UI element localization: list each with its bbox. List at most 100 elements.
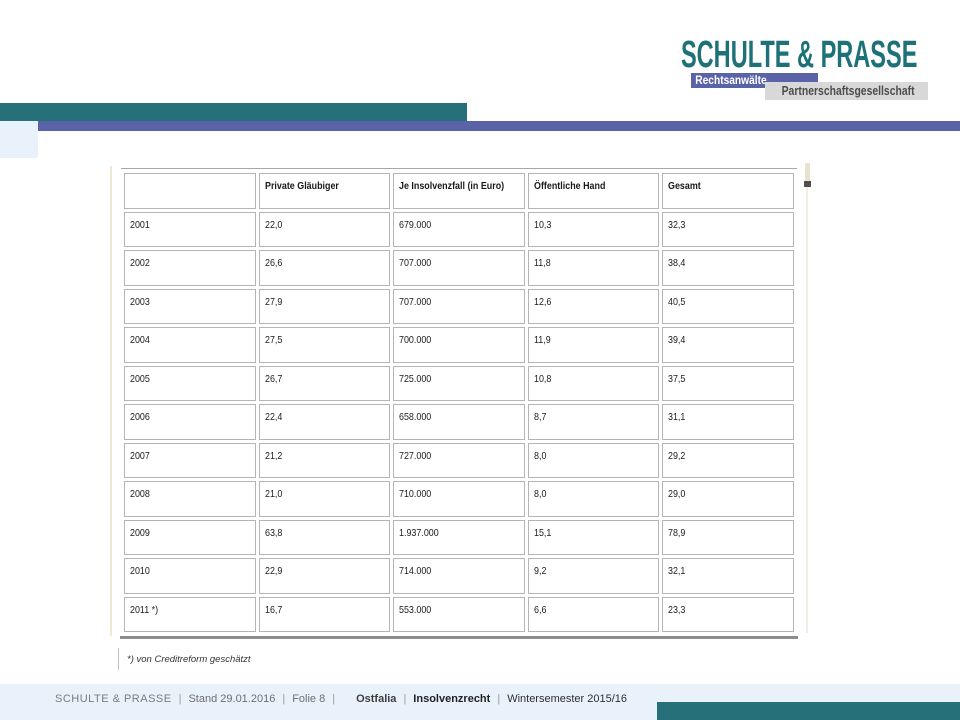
year-cell: 2008 <box>124 481 256 517</box>
logo-subtitle-partnerschaftsgesellschaft-label: Partnerschaftsgesellschaft <box>781 83 915 98</box>
value-cell: 8,0 <box>527 442 660 478</box>
year-cell: 2009 <box>124 519 256 555</box>
footer-separator: | <box>332 693 336 705</box>
value-cell: 727.000 <box>393 442 525 478</box>
footnote: *) von Creditreform geschätzt <box>127 654 251 665</box>
table-row: 2006 22,4 658.000 8,7 31,1 <box>124 404 794 440</box>
table-bottom-border <box>120 636 798 639</box>
scrollbar-track-faint <box>806 187 808 633</box>
scrollbar-track[interactable] <box>805 163 810 182</box>
footer-brand: SCHULTE & PRASSE <box>55 693 172 705</box>
table-row: 2002 26,6 707.000 11,8 38,4 <box>124 250 794 286</box>
insolvency-data-table: Private Gläubiger Je Insolvenzfall (in Eu… <box>121 170 797 635</box>
footer-organization: Ostfalia <box>356 693 397 705</box>
value-cell: 714.000 <box>393 558 525 594</box>
year-cell: 2006 <box>124 404 256 440</box>
value-cell: 10,8 <box>527 365 660 401</box>
value-cell: 22,4 <box>258 404 391 440</box>
footer-separator: | <box>497 693 501 705</box>
value-cell: 22,0 <box>258 211 391 247</box>
value-cell: 39,4 <box>662 327 794 363</box>
logo-subtitle-rechtsanwaelte-label: Rechtsanwälte <box>695 73 767 87</box>
table-row: 2008 21,0 710.000 8,0 29,0 <box>124 481 794 517</box>
table-row: 2003 27,9 707.000 12,6 40,5 <box>124 288 794 324</box>
value-cell: 31,1 <box>662 404 794 440</box>
value-cell: 23,3 <box>662 596 794 632</box>
year-cell: 2011 *) <box>124 596 256 632</box>
value-cell: 27,5 <box>258 327 391 363</box>
year-cell: 2004 <box>124 327 256 363</box>
purple-accent-bar <box>38 121 960 131</box>
footer-course: Insolvenzrecht <box>413 693 491 705</box>
value-cell: 40,5 <box>662 288 794 324</box>
footer-date: Stand 29.01.2016 <box>188 693 276 705</box>
table-row: 2007 21,2 727.000 8,0 29,2 <box>124 442 794 478</box>
value-cell: 11,9 <box>527 327 660 363</box>
value-cell: 8,0 <box>527 481 660 517</box>
value-cell: 12,6 <box>527 288 660 324</box>
footer-semester: Wintersemester 2015/16 <box>507 693 628 705</box>
value-cell: 26,6 <box>258 250 391 286</box>
logo-title: SCHULTE & PRASSE <box>680 34 917 76</box>
value-cell: 22,9 <box>258 558 391 594</box>
value-cell: 27,9 <box>258 288 391 324</box>
object-left-border <box>110 166 112 636</box>
table-row: 2004 27,5 700.000 11,9 39,4 <box>124 327 794 363</box>
value-cell: 32,1 <box>662 558 794 594</box>
table-row: 2010 22,9 714.000 9,2 32,1 <box>124 558 794 594</box>
value-cell: 11,8 <box>527 250 660 286</box>
table-header-row: Private Gläubiger Je Insolvenzfall (in Eu… <box>124 173 794 209</box>
value-cell: 9,2 <box>527 558 660 594</box>
value-cell: 32,3 <box>662 211 794 247</box>
value-cell: 707.000 <box>393 250 525 286</box>
year-cell: 2007 <box>124 442 256 478</box>
table-header-cell: Je Insolvenzfall (in Euro) <box>393 173 525 209</box>
corner-accent-box <box>0 121 38 158</box>
teal-accent-bar <box>0 103 467 121</box>
value-cell: 29,0 <box>662 481 794 517</box>
table-header-cell: Private Gläubiger <box>258 173 391 209</box>
footer-teal-rect <box>657 702 960 720</box>
table-row: 2005 26,7 725.000 10,8 37,5 <box>124 365 794 401</box>
table-row: 2001 22,0 679.000 10,3 32,3 <box>124 211 794 247</box>
table-row: 2011 *) 16,7 553.000 6,6 23,3 <box>124 596 794 632</box>
logo-subtitle-partnerschaftsgesellschaft: Partnerschaftsgesellschaft <box>765 82 928 100</box>
table-row: 2009 63,8 1.937.000 15,1 78,9 <box>124 519 794 555</box>
year-cell: 2001 <box>124 211 256 247</box>
value-cell: 26,7 <box>258 365 391 401</box>
value-cell: 63,8 <box>258 519 391 555</box>
value-cell: 37,5 <box>662 365 794 401</box>
value-cell: 29,2 <box>662 442 794 478</box>
footer-separator: | <box>403 693 407 705</box>
table-header-cell <box>124 173 256 209</box>
value-cell: 679.000 <box>393 211 525 247</box>
value-cell: 16,7 <box>258 596 391 632</box>
scrollbar-thumb[interactable] <box>804 181 811 187</box>
footer-slide-number: Folie 8 <box>292 693 326 705</box>
value-cell: 10,3 <box>527 211 660 247</box>
value-cell: 700.000 <box>393 327 525 363</box>
footer-separator: | <box>282 693 286 705</box>
year-cell: 2003 <box>124 288 256 324</box>
value-cell: 21,2 <box>258 442 391 478</box>
year-cell: 2010 <box>124 558 256 594</box>
table-header-cell: Gesamt <box>662 173 794 209</box>
value-cell: 6,6 <box>527 596 660 632</box>
table-top-border <box>121 168 797 169</box>
value-cell: 8,7 <box>527 404 660 440</box>
year-cell: 2005 <box>124 365 256 401</box>
value-cell: 15,1 <box>527 519 660 555</box>
value-cell: 553.000 <box>393 596 525 632</box>
value-cell: 658.000 <box>393 404 525 440</box>
footer-separator: | <box>178 693 182 705</box>
value-cell: 725.000 <box>393 365 525 401</box>
table-header-cell: Öffentliche Hand <box>527 173 660 209</box>
footnote-frame-tick <box>118 648 119 670</box>
value-cell: 710.000 <box>393 481 525 517</box>
value-cell: 21,0 <box>258 481 391 517</box>
value-cell: 707.000 <box>393 288 525 324</box>
value-cell: 78,9 <box>662 519 794 555</box>
value-cell: 1.937.000 <box>393 519 525 555</box>
value-cell: 38,4 <box>662 250 794 286</box>
